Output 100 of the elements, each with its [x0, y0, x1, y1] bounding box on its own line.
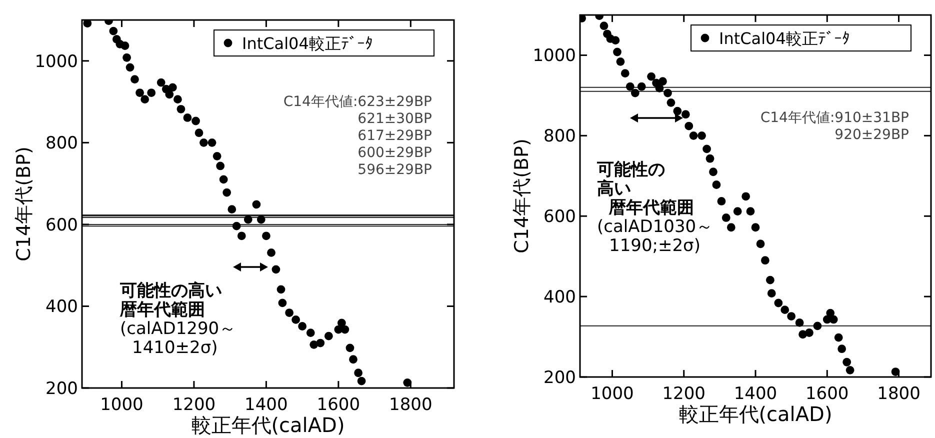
point [655, 84, 664, 92]
x-tick-label: 1400 [734, 384, 778, 404]
x-tick-label: 1200 [172, 395, 216, 415]
annotation: 1410±2σ) [132, 338, 218, 358]
point [846, 366, 854, 374]
y-tick-label: 600 [46, 215, 78, 236]
point [349, 355, 358, 364]
y-tick-label: 1000 [34, 52, 78, 72]
point [354, 368, 362, 378]
point [698, 131, 706, 140]
point [244, 215, 252, 224]
point [278, 298, 287, 308]
point [306, 328, 315, 337]
point [216, 162, 225, 170]
x-tick-label: 1600 [316, 395, 360, 415]
annotation: 高い [597, 179, 631, 199]
point [298, 322, 307, 330]
x-tick-label: 1600 [806, 384, 849, 404]
y-axis-title: C14年代(BP) [511, 138, 533, 254]
x-axis-title: 較正年代(calAD) [678, 402, 832, 426]
point [673, 106, 682, 116]
point [200, 138, 208, 147]
x-tick-label: 1000 [100, 395, 144, 415]
point [126, 63, 134, 72]
point [717, 197, 726, 206]
point [346, 344, 354, 352]
point [826, 308, 835, 318]
point [834, 333, 843, 342]
legend-label: IntCal04較正ﾃﾞｰﾀ [242, 34, 373, 53]
point [626, 82, 634, 91]
annotation: (calAD1290～ [120, 319, 236, 339]
point [613, 48, 622, 56]
point [829, 315, 838, 324]
point [681, 110, 690, 119]
point [760, 256, 770, 265]
x-tick-label: 1400 [244, 395, 288, 415]
point [183, 114, 192, 122]
point [357, 376, 366, 386]
point [709, 168, 718, 176]
point [722, 214, 730, 222]
annotation: C14年代値:910±31BP 920±29BP [760, 110, 909, 143]
point [795, 318, 804, 327]
point [611, 36, 620, 45]
point [276, 285, 286, 294]
point [712, 180, 721, 189]
point [109, 26, 118, 36]
point [219, 175, 228, 184]
point [630, 88, 640, 98]
point [838, 344, 846, 354]
point [83, 20, 92, 28]
point [637, 82, 646, 91]
point [140, 95, 150, 104]
legend-label: IntCal04較正ﾃﾞｰﾀ [719, 29, 850, 48]
point [256, 215, 266, 224]
y-tick-label: 800 [544, 126, 576, 147]
point [620, 69, 630, 78]
point [616, 57, 625, 66]
point [208, 138, 216, 147]
point [232, 222, 241, 230]
y-tick-label: 400 [46, 297, 78, 318]
point [165, 90, 174, 99]
annotation: 暦年代範囲 [608, 198, 694, 218]
point [787, 312, 796, 320]
point [228, 205, 236, 214]
point [168, 83, 177, 92]
annotation: 可能性の [596, 160, 665, 180]
point [746, 207, 755, 216]
y-tick-label: 1000 [532, 46, 576, 66]
point [664, 88, 672, 98]
point [742, 192, 750, 201]
point [267, 248, 276, 257]
point [324, 332, 333, 340]
point [340, 325, 350, 334]
point [316, 338, 325, 348]
point [285, 308, 294, 317]
y-axis-title: C14年代(BP) [13, 146, 35, 262]
annotation: (calAD1030～ [597, 217, 714, 237]
point [176, 104, 186, 114]
point [212, 152, 222, 160]
point [658, 77, 667, 86]
point [842, 358, 852, 366]
point [237, 232, 246, 240]
x-tick-label: 1200 [662, 384, 706, 404]
point [751, 223, 760, 232]
point [756, 240, 765, 248]
x-tick-label: 1800 [877, 384, 920, 404]
x-axis-title: 較正年代(calAD) [191, 413, 345, 437]
point [272, 265, 280, 274]
point [774, 298, 783, 308]
point [174, 95, 182, 104]
point [192, 116, 200, 126]
point [647, 72, 656, 81]
point [262, 232, 270, 240]
point [120, 42, 130, 50]
point [706, 154, 714, 163]
y-tick-label: 200 [544, 368, 576, 388]
point [767, 289, 776, 298]
point [766, 276, 774, 284]
point [147, 88, 156, 97]
y-tick-label: 800 [46, 134, 78, 154]
